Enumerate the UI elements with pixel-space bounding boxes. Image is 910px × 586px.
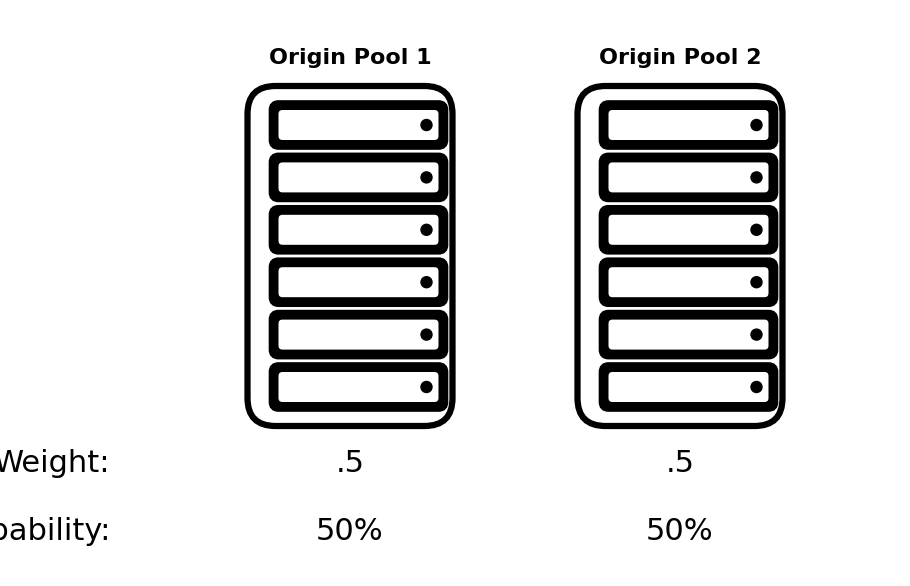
Text: Origin Pool 1: Origin Pool 1 — [268, 48, 431, 68]
FancyBboxPatch shape — [609, 372, 769, 402]
FancyBboxPatch shape — [248, 86, 452, 426]
FancyBboxPatch shape — [278, 215, 439, 245]
FancyBboxPatch shape — [272, 156, 444, 199]
FancyBboxPatch shape — [609, 215, 769, 245]
Text: .5: .5 — [665, 449, 694, 479]
Text: 50%: 50% — [316, 516, 384, 546]
Circle shape — [751, 381, 762, 393]
FancyBboxPatch shape — [272, 366, 444, 408]
FancyBboxPatch shape — [278, 110, 439, 140]
Circle shape — [421, 172, 432, 183]
FancyBboxPatch shape — [609, 162, 769, 192]
FancyBboxPatch shape — [272, 104, 444, 146]
Text: Weight:: Weight: — [0, 449, 110, 479]
FancyBboxPatch shape — [602, 156, 774, 199]
FancyBboxPatch shape — [278, 162, 439, 192]
FancyBboxPatch shape — [602, 209, 774, 251]
FancyBboxPatch shape — [278, 372, 439, 402]
FancyBboxPatch shape — [278, 267, 439, 297]
Circle shape — [751, 224, 762, 236]
Circle shape — [421, 277, 432, 288]
FancyBboxPatch shape — [602, 366, 774, 408]
Circle shape — [751, 329, 762, 340]
Circle shape — [751, 120, 762, 131]
FancyBboxPatch shape — [278, 319, 439, 350]
Text: 50%: 50% — [646, 516, 713, 546]
FancyBboxPatch shape — [272, 314, 444, 356]
FancyBboxPatch shape — [609, 110, 769, 140]
FancyBboxPatch shape — [602, 314, 774, 356]
Circle shape — [751, 172, 762, 183]
FancyBboxPatch shape — [609, 319, 769, 350]
FancyBboxPatch shape — [602, 104, 774, 146]
Circle shape — [751, 277, 762, 288]
FancyBboxPatch shape — [609, 267, 769, 297]
Circle shape — [421, 381, 432, 393]
FancyBboxPatch shape — [272, 209, 444, 251]
Circle shape — [421, 329, 432, 340]
FancyBboxPatch shape — [578, 86, 783, 426]
FancyBboxPatch shape — [602, 261, 774, 303]
Text: .5: .5 — [336, 449, 365, 479]
Text: Origin Pool 2: Origin Pool 2 — [599, 48, 762, 68]
Circle shape — [421, 224, 432, 236]
FancyBboxPatch shape — [272, 261, 444, 303]
Text: Probability:: Probability: — [0, 516, 110, 546]
Circle shape — [421, 120, 432, 131]
